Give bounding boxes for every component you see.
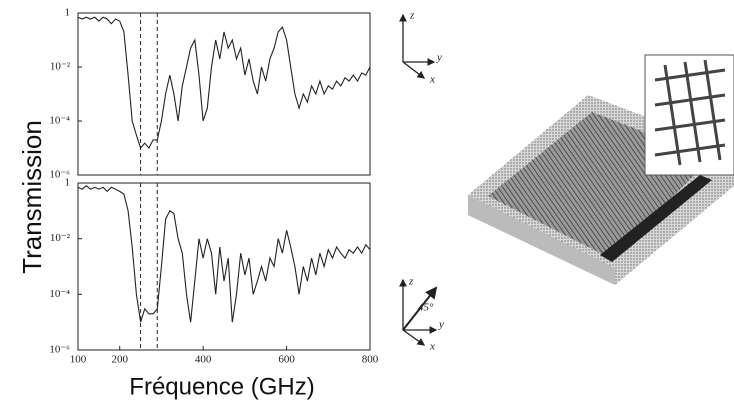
x-tick-label: 100 bbox=[70, 354, 87, 366]
y-tick-label: 10⁻⁴ bbox=[49, 115, 70, 127]
plot-frame bbox=[77, 12, 371, 176]
axis-icon-label: x bbox=[429, 74, 435, 86]
data-line bbox=[77, 16, 371, 150]
plot-frame bbox=[77, 182, 371, 351]
y-tick-label: 10⁻⁶ bbox=[49, 344, 70, 356]
axis-icon-label: y bbox=[438, 319, 444, 331]
axis-icon-label: x bbox=[429, 341, 435, 353]
axis-icon bbox=[399, 13, 436, 79]
x-axis-label: Fréquence (GHz) bbox=[129, 373, 314, 400]
y-tick-label: 10⁻² bbox=[50, 232, 71, 244]
axis-icon-label: 45° bbox=[418, 302, 434, 314]
y-axis-label: Transmission bbox=[17, 120, 47, 274]
y-tick-label: 1 bbox=[65, 177, 71, 189]
axis-icon-label: z bbox=[408, 276, 414, 288]
x-tick-label: 200 bbox=[111, 354, 128, 366]
y-tick-label: 10⁻² bbox=[50, 61, 71, 73]
x-tick-label: 600 bbox=[278, 354, 295, 366]
y-tick-label: 1 bbox=[65, 7, 71, 19]
x-tick-label: 400 bbox=[195, 354, 212, 366]
data-line bbox=[77, 184, 371, 323]
y-tick-label: 10⁻⁶ bbox=[49, 169, 70, 181]
x-tick-label: 800 bbox=[362, 354, 379, 366]
structure-image bbox=[468, 54, 734, 285]
axis-icon bbox=[399, 278, 438, 346]
y-tick-label: 10⁻⁴ bbox=[49, 288, 70, 300]
axis-icon-label: z bbox=[409, 10, 415, 22]
axis-icon-label: y bbox=[436, 52, 442, 64]
